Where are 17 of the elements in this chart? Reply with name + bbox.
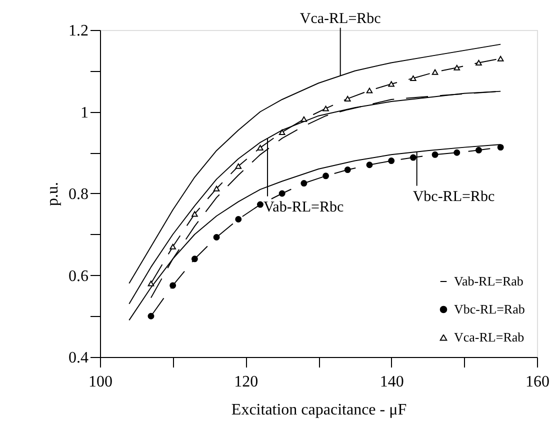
x-tick-label: 160	[526, 374, 550, 390]
legend-label: Vca-RL=Rab	[454, 330, 524, 344]
annotation: Vbc-RL=Rbc	[412, 188, 495, 205]
x-axis-title: Excitation capacitance - μF	[231, 402, 407, 418]
y-tick-label: 0.8	[68, 186, 88, 203]
x-tick-label: 100	[88, 374, 112, 390]
annotation: Vab-RL=Rbc	[264, 199, 344, 216]
x-tick-label: 140	[380, 374, 404, 390]
y-tick-label: 0.4	[68, 350, 88, 366]
x-tick-label: 120	[234, 374, 258, 390]
annotation: Vca-RL=Rbc	[300, 10, 382, 27]
y-tick-label: 1.2	[68, 22, 88, 40]
y-tick-label: 0.6	[68, 268, 88, 285]
legend-label: Vbc-RL=Rab	[454, 302, 525, 316]
legend-label: Vab-RL=Rab	[454, 274, 524, 288]
y-axis-title: p.u.	[44, 182, 62, 206]
y-tick-label: 1	[80, 104, 88, 122]
